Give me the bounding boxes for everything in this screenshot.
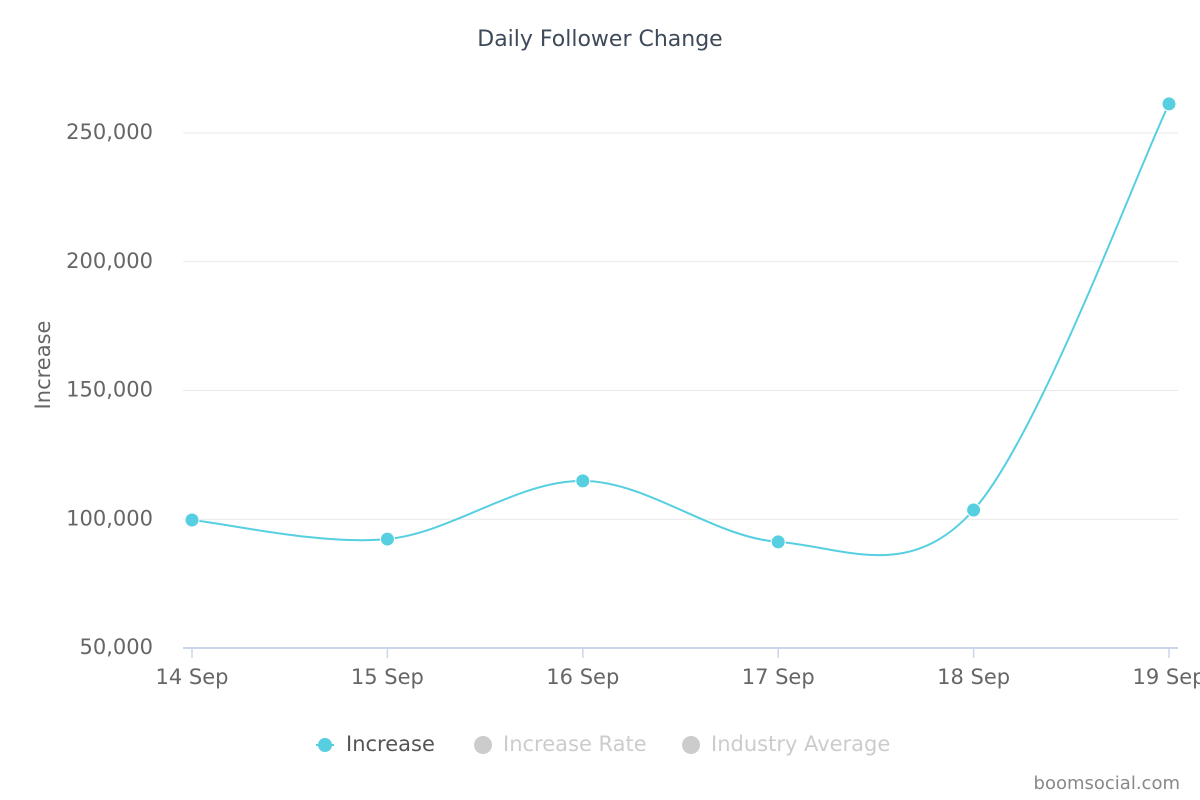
y-tick-label: 250,000 <box>66 120 153 144</box>
x-tick-label: 18 Sep <box>937 665 1010 689</box>
legend-label[interactable]: Industry Average <box>711 732 890 756</box>
x-tick-label: 16 Sep <box>546 665 619 689</box>
legend-symbol <box>682 736 700 754</box>
chart-title: Daily Follower Change <box>477 27 722 52</box>
point <box>966 502 982 518</box>
y-tick-label: 200,000 <box>66 249 153 273</box>
point <box>770 534 786 550</box>
line <box>191 103 1170 557</box>
legend-symbol <box>474 736 492 754</box>
y-axis-label: Increase <box>31 321 55 410</box>
y-tick-label: 100,000 <box>66 506 153 530</box>
legend-label[interactable]: Increase <box>346 732 435 756</box>
legend-symbol <box>318 738 332 752</box>
point <box>575 473 591 489</box>
point <box>1161 96 1177 112</box>
x-tick-label: 14 Sep <box>156 665 229 689</box>
point <box>184 512 200 528</box>
x-tick-label: 19 Sep <box>1133 665 1200 689</box>
x-tick-label: 15 Sep <box>351 665 424 689</box>
credit: boomsocial.com <box>1034 773 1180 794</box>
legend-label[interactable]: Increase Rate <box>503 732 647 756</box>
point <box>379 531 395 547</box>
x-tick-label: 17 Sep <box>742 665 815 689</box>
y-tick-label: 50,000 <box>80 635 153 659</box>
y-tick-label: 150,000 <box>66 378 153 402</box>
